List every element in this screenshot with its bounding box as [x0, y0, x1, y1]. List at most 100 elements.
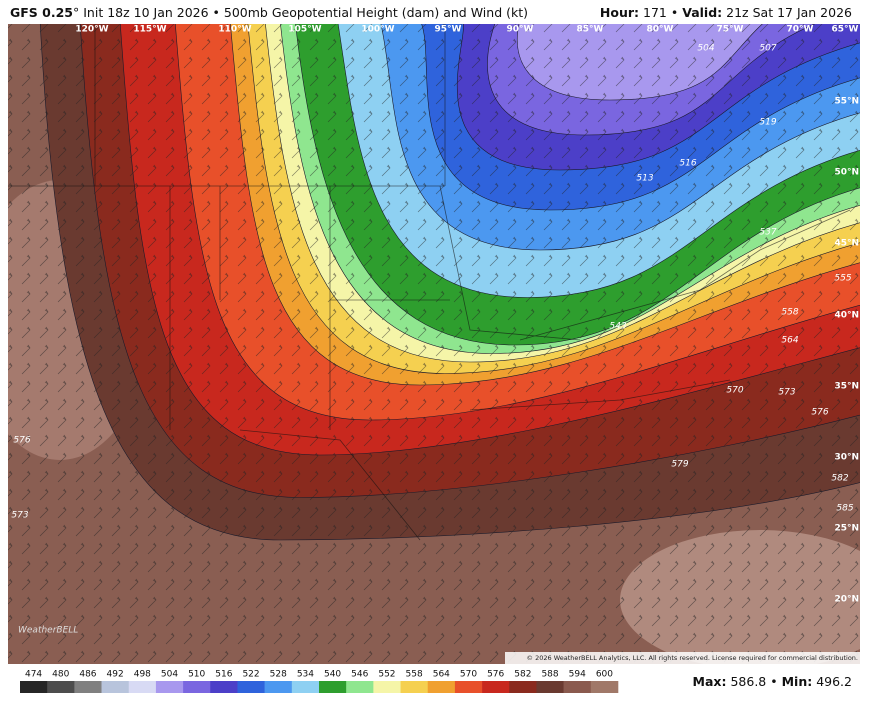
longitude-label: 85°W: [577, 25, 604, 35]
longitude-label: 80°W: [647, 25, 674, 35]
contour-label: 543: [609, 322, 626, 332]
min-label: Min:: [782, 674, 813, 689]
colorbar-swatch: [373, 681, 401, 693]
longitude-label: 95°W: [435, 25, 462, 35]
latitude-label: 45°N: [834, 239, 859, 249]
colorbar-swatch: [183, 681, 211, 693]
copyright: © 2026 WeatherBELL Analytics, LLC. All r…: [527, 654, 858, 662]
colorbar-swatch: [454, 681, 483, 693]
contour-label: 555: [834, 274, 851, 284]
contour-label: 516: [679, 159, 696, 169]
colorbar-label: 486: [79, 670, 96, 680]
latitude-label: 25°N: [834, 524, 859, 534]
colorbar-swatch: [264, 681, 293, 693]
watermark: WeatherBELL: [18, 626, 78, 636]
colorbar-label: 558: [406, 670, 423, 680]
copyright-bg: [505, 652, 860, 664]
contour-label: 507: [759, 44, 776, 54]
colorbar-swatch: [47, 681, 75, 693]
contour-label: 573: [11, 511, 28, 521]
colorbar-label: 546: [351, 670, 368, 680]
colorbar-label: 480: [52, 670, 69, 680]
latitude-label: 35°N: [834, 382, 859, 392]
contour-label: 513: [636, 174, 653, 184]
wind-barbs: [8, 24, 860, 664]
latitude-label: 40°N: [834, 311, 859, 321]
contour-label: 570: [726, 386, 743, 396]
colorbar-swatch: [20, 681, 48, 693]
colorbar-label: 540: [324, 670, 341, 680]
contour-label: 558: [781, 308, 798, 318]
longitude-label: 100°W: [361, 25, 394, 35]
colorbar-swatch: [536, 681, 564, 693]
colorbar-swatch: [427, 681, 456, 693]
model: GFS 0.25: [10, 5, 73, 20]
colorbar-label: 600: [596, 670, 613, 680]
colorbar-swatch: [590, 681, 619, 693]
colorbar-label: 522: [242, 670, 259, 680]
borders: [8, 24, 851, 541]
contour-label: 519: [759, 118, 776, 128]
colorbar-swatch: [210, 681, 238, 693]
colorbar-label: 474: [25, 670, 42, 680]
header-left: GFS 0.25° Init 18z 10 Jan 2026 • 500mb G…: [10, 5, 528, 20]
map: 504 507 513 516 519 537 543 555 558 564 570 573 576 5…: [8, 24, 860, 664]
init: Init 18z 10 Jan 2026 • 500mb Geopotentia…: [83, 5, 528, 20]
colorbar-swatch: [509, 681, 537, 693]
max: 586.8 •: [730, 674, 777, 689]
colorbar-label: 594: [569, 670, 586, 680]
colorbar-swatch: [482, 681, 510, 693]
colorbar-label: 564: [433, 670, 450, 680]
longitude-label: 110°W: [218, 25, 251, 35]
latitude-label: 55°N: [834, 97, 859, 107]
longitude-label: 65°W: [832, 25, 859, 35]
colorbar-swatch: [400, 681, 429, 693]
header-right: Hour: 171 • Valid: 21z Sat 17 Jan 2026: [600, 5, 852, 20]
contour-label: 537: [759, 228, 776, 238]
colorbar-label: 582: [514, 670, 531, 680]
latitude-label: 20°N: [834, 595, 859, 605]
contour-label: 573: [778, 388, 795, 398]
contour-label: 564: [781, 336, 798, 346]
colorbar-label: 576: [487, 670, 504, 680]
contour-label: 582: [831, 474, 848, 484]
colorbar-label: 492: [107, 670, 124, 680]
valid-label: Valid:: [682, 5, 722, 20]
latitude-label: 30°N: [834, 453, 859, 463]
stats: Max: 586.8 • Min: 496.2: [693, 674, 852, 689]
colorbar-swatch: [101, 681, 130, 693]
colorbar-swatch: [346, 681, 374, 693]
hour: 171 •: [643, 5, 678, 20]
colorbar-swatch: [563, 681, 592, 693]
contour-label: 576: [13, 436, 30, 446]
longitude-label: 90°W: [507, 25, 534, 35]
hour-label: Hour:: [600, 5, 639, 20]
min: 496.2: [816, 674, 852, 689]
colorbar-swatch: [319, 681, 347, 693]
degree: °: [73, 5, 79, 20]
longitude-label: 105°W: [288, 25, 321, 35]
longitude-label: 115°W: [133, 25, 166, 35]
colorbar-swatch: [128, 681, 157, 693]
contour-label: 504: [697, 44, 714, 54]
longitude-label: 75°W: [717, 25, 744, 35]
valid: 21z Sat 17 Jan 2026: [726, 5, 852, 20]
longitude-label: 70°W: [787, 25, 814, 35]
contour-labels: 504 507 513 516 519 537 543 555 558 564 570 573 576 5…: [11, 44, 853, 521]
colorbar-label: 570: [460, 670, 477, 680]
colorbar-swatch: [237, 681, 265, 693]
colorbar-label: 588: [541, 670, 558, 680]
contour-label: 576: [811, 408, 828, 418]
contour-label: 585: [836, 504, 853, 514]
latitude-label: 50°N: [834, 168, 859, 178]
colorbar-label: 498: [134, 670, 151, 680]
colorbar-label: 504: [161, 670, 178, 680]
colorbar-swatch: [155, 681, 184, 693]
colorbar-swatch: [74, 681, 102, 693]
colorbar-label: 516: [215, 670, 232, 680]
colorbar-label: 510: [188, 670, 205, 680]
colorbar-swatch: [291, 681, 320, 693]
colorbar-label: 534: [297, 670, 314, 680]
colorbar-label: 552: [378, 670, 395, 680]
